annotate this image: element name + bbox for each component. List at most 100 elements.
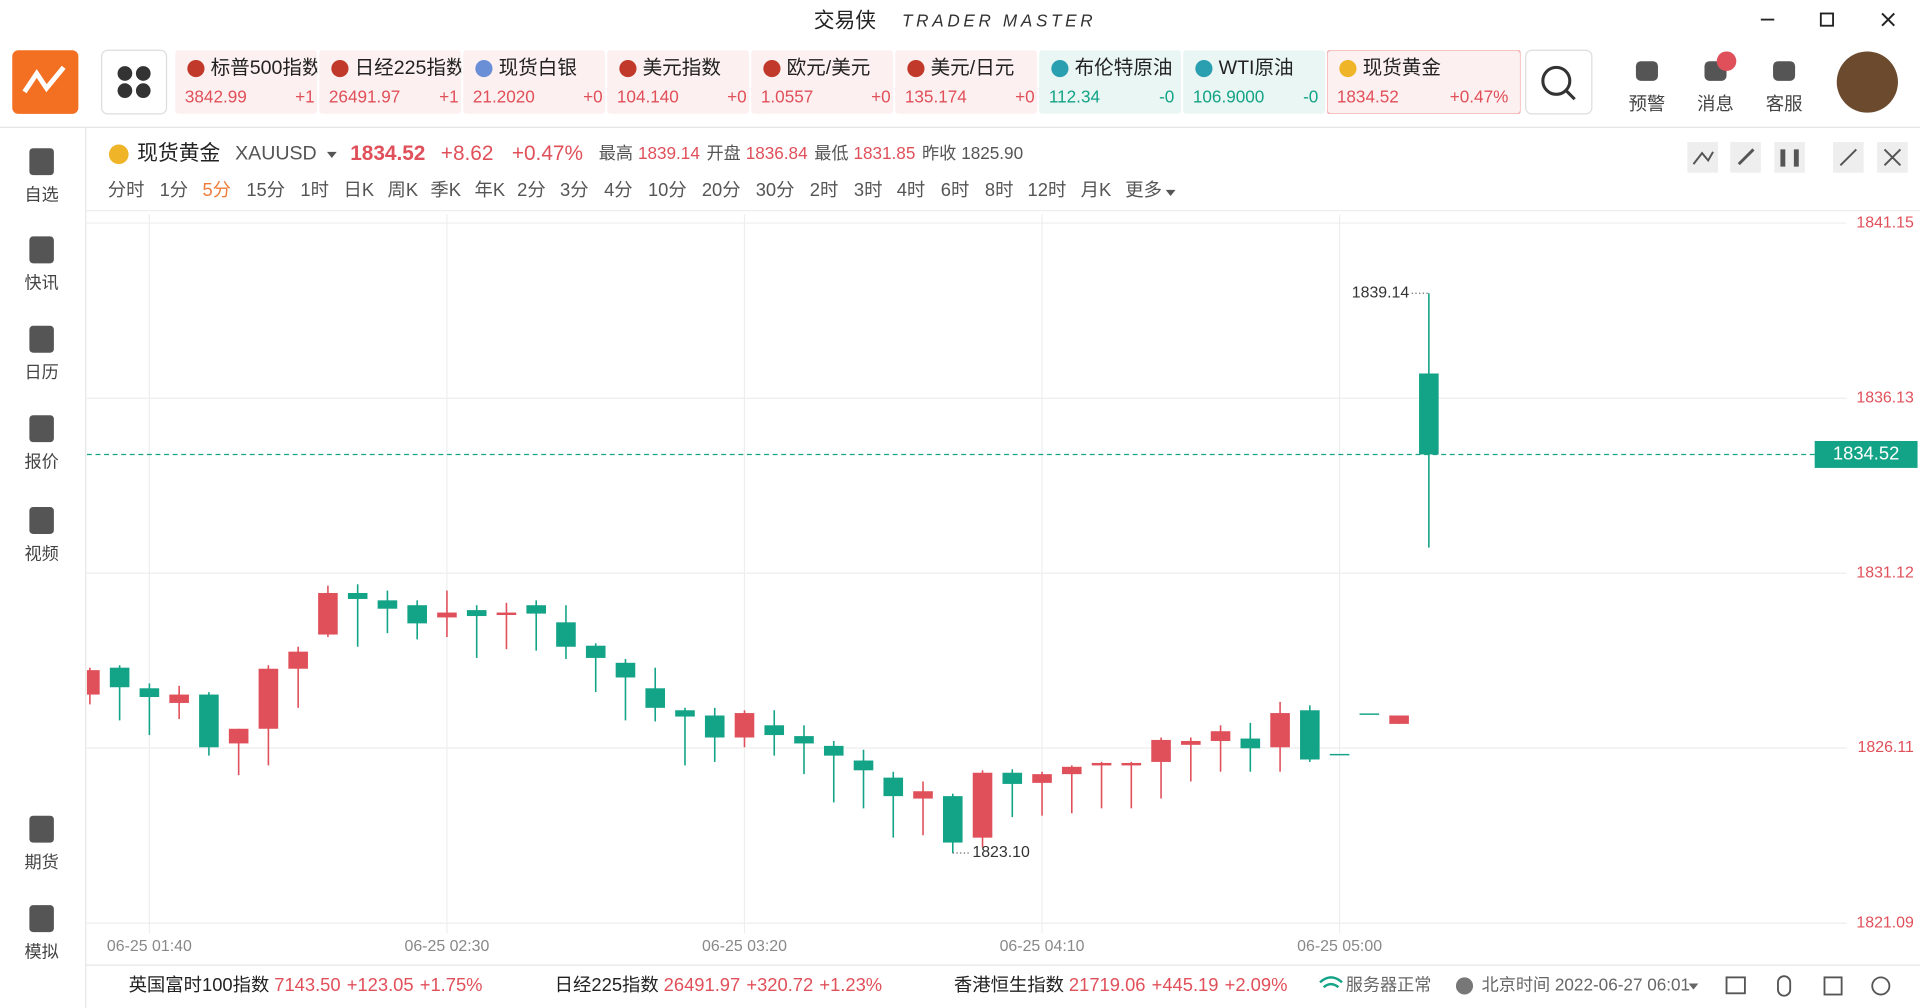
timeframe[interactable]: 1时 [300, 179, 329, 200]
tool-button[interactable] [1774, 142, 1805, 173]
footer-name: 香港恒生指数 [954, 974, 1064, 995]
timeframe[interactable]: 1分 [160, 179, 189, 200]
quote-change: +8.62 [441, 142, 494, 165]
ticker-bg [319, 50, 462, 114]
ticker[interactable]: 日经225指数 26491.97 +1 [319, 50, 466, 114]
ticker-icon [907, 60, 925, 78]
timeframe[interactable]: 30分 [756, 179, 795, 200]
candle-body [1121, 762, 1142, 766]
timeframe[interactable]: 8时 [985, 179, 1014, 200]
ticker-price: 26491.97 [329, 87, 400, 107]
candle-body [585, 645, 606, 658]
y-tick-label: 1831.12 [1856, 564, 1914, 581]
sidebar-icon[interactable] [29, 148, 54, 176]
ticker[interactable]: 现货白银 21.2020 +0 [463, 50, 606, 114]
ticker[interactable]: 美元/日元 135.174 +0 [895, 50, 1038, 114]
candle-body [1389, 715, 1409, 724]
timeframe[interactable]: 3时 [854, 179, 883, 200]
nav-label[interactable]: 客服 [1766, 93, 1803, 114]
chart-toolbar [1687, 142, 1908, 173]
candle-body [496, 612, 517, 615]
search-button[interactable] [1525, 49, 1593, 115]
sidebar-label[interactable]: 自选 [25, 184, 59, 204]
stat-label: 最低 [814, 143, 848, 163]
avatar[interactable] [1836, 51, 1898, 113]
ticker-price: 106.9000 [1193, 87, 1264, 107]
server-status: 服务器正常 [1346, 974, 1432, 994]
top-nav: 预警 消息 客服 [1629, 51, 1803, 114]
footer-change: +123.05 [347, 974, 414, 995]
timeframe[interactable]: 5分 [202, 179, 231, 200]
sidebar-icon[interactable] [29, 905, 54, 933]
ticker-bg [1327, 50, 1521, 114]
search-icon [1541, 65, 1572, 96]
candle-body [466, 610, 487, 617]
timeframe-bar: 分时 1分 5分 15分 1时 日K 周K 季K 年K 2分 3分 4分 10分 20分 30分 2时 3时 4时… [108, 179, 1176, 200]
footer-icon[interactable] [1725, 976, 1746, 995]
timeframe[interactable]: 年K [474, 179, 505, 200]
ticker[interactable]: 标普500指数 3842.99 +1 [175, 50, 322, 114]
menu-button[interactable] [101, 49, 168, 115]
sidebar-icon[interactable] [29, 507, 54, 535]
timeframe[interactable]: 2分 [517, 179, 546, 200]
timeframe[interactable]: 2时 [810, 179, 839, 200]
restore-button[interactable] [1819, 12, 1834, 27]
ticker[interactable]: 欧元/美元 1.0557 +0 [751, 50, 894, 114]
timeframe[interactable]: 20分 [702, 179, 741, 200]
candle-body [199, 694, 219, 748]
x-tick-label: 06-25 03:20 [702, 938, 787, 955]
tool-button[interactable] [1687, 142, 1718, 173]
sidebar-label[interactable]: 期货 [25, 852, 59, 872]
ticker-icon [331, 60, 349, 78]
footer-icon[interactable] [1777, 975, 1792, 997]
close-button[interactable] [1881, 12, 1895, 27]
timeframe[interactable]: 4分 [604, 179, 633, 200]
stat-value: 1839.14 [638, 143, 700, 163]
ticker[interactable]: 美元指数 104.140 +0 [607, 50, 750, 114]
footer-icon[interactable] [1823, 976, 1843, 996]
ticker[interactable]: 现货黄金 1834.52 +0.47% [1327, 50, 1521, 114]
ticker[interactable]: 布伦特原油 112.34 -0 [1039, 50, 1182, 114]
nav-icon[interactable] [1635, 61, 1658, 81]
ticker-name: WTI原油 [1219, 57, 1294, 79]
sidebar-icon[interactable] [29, 415, 54, 443]
symbol-dropdown[interactable] [326, 151, 337, 158]
ticker-change: -0 [1303, 87, 1318, 107]
ticker-name: 现货白银 [499, 57, 577, 79]
timeframe[interactable]: 12时 [1028, 179, 1067, 200]
ticker-bg [751, 50, 894, 114]
candle-body [1359, 713, 1380, 715]
candle-body [1032, 774, 1052, 783]
sidebar-label[interactable]: 快讯 [25, 273, 59, 293]
sidebar-icon[interactable] [29, 325, 54, 353]
timeframe[interactable]: 6时 [941, 179, 970, 200]
quote-stats: 最高 1839.14 开盘 1836.84 最低 1831.85 昨收 1825.90 [599, 143, 1023, 163]
timeframe[interactable]: 4时 [897, 179, 926, 200]
candle-body [853, 760, 874, 771]
timeframe[interactable]: 季K [430, 179, 461, 200]
sidebar-icon[interactable] [29, 815, 54, 843]
footer-value: 21719.06 [1069, 974, 1146, 995]
more-dropdown[interactable] [1165, 189, 1176, 196]
nav-label[interactable]: 消息 [1697, 93, 1734, 114]
timeframe[interactable]: 分时 [108, 179, 145, 200]
timeframe[interactable]: 日K [343, 179, 374, 200]
clock-dropdown[interactable] [1688, 983, 1699, 990]
timeframe[interactable]: 10分 [648, 179, 687, 200]
nav-label[interactable]: 预警 [1629, 93, 1666, 114]
sidebar-label[interactable]: 报价 [25, 451, 59, 471]
timeframe[interactable]: 周K [388, 179, 419, 200]
sidebar-label[interactable]: 日历 [25, 362, 59, 382]
sidebar-label[interactable]: 模拟 [25, 941, 59, 961]
footer-icon[interactable] [1871, 976, 1891, 996]
timeframe[interactable]: 3分 [560, 179, 589, 200]
ticker[interactable]: WTI原油 106.9000 -0 [1183, 50, 1326, 114]
timeframe[interactable]: 月K [1081, 179, 1112, 200]
nav-icon[interactable] [1773, 61, 1796, 81]
sidebar-label[interactable]: 视频 [25, 543, 59, 563]
candle-body [913, 791, 933, 799]
timeframe[interactable]: 更多 [1125, 179, 1162, 200]
sidebar-icon[interactable] [29, 236, 54, 264]
timeframe[interactable]: 15分 [246, 179, 285, 200]
